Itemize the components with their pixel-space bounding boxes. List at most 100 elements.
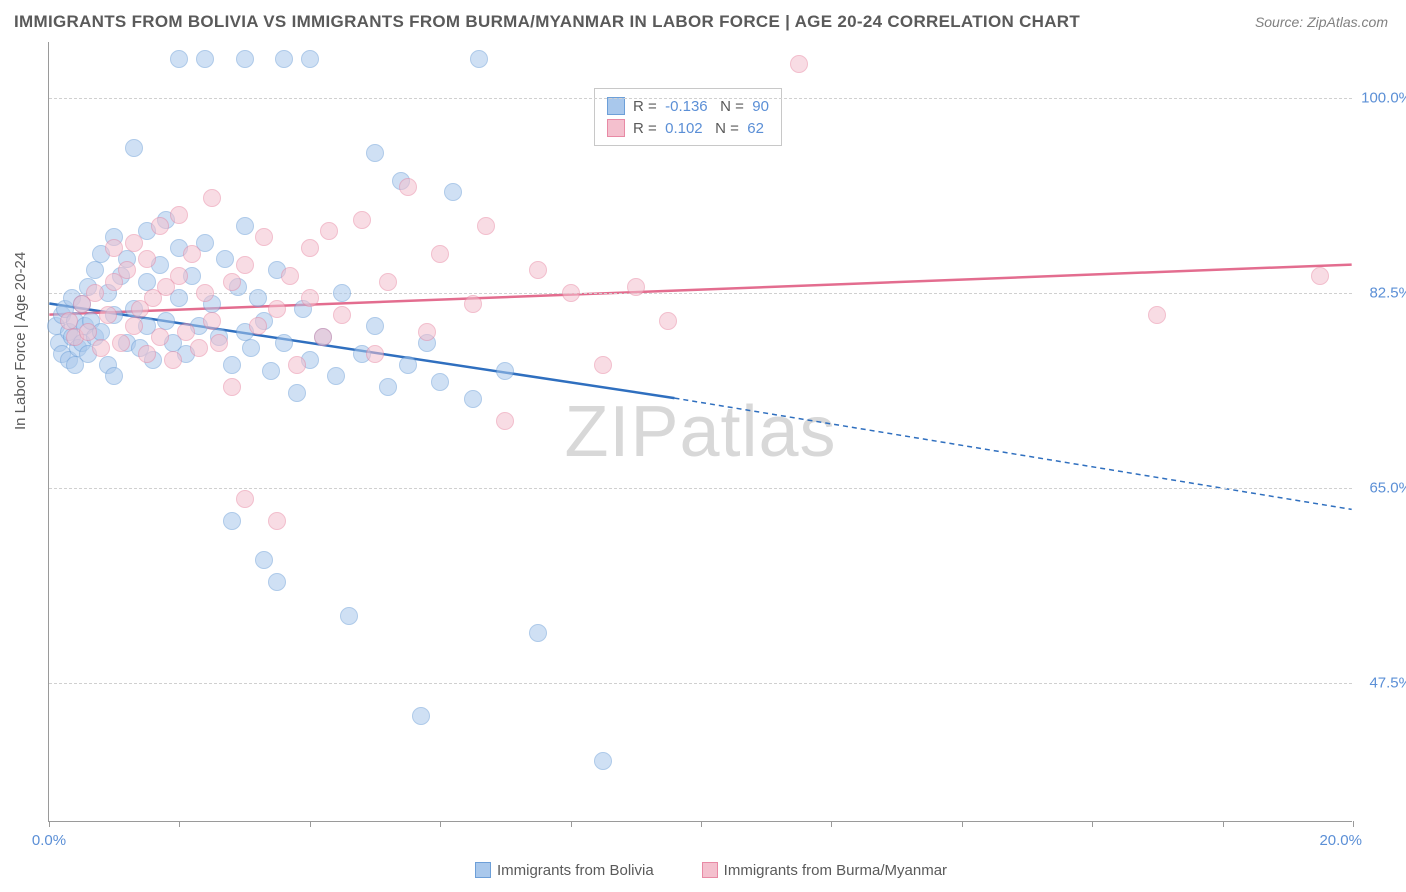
data-point bbox=[333, 284, 351, 302]
data-point bbox=[477, 217, 495, 235]
data-point bbox=[170, 267, 188, 285]
legend-swatch bbox=[702, 862, 718, 878]
data-point bbox=[170, 50, 188, 68]
data-point bbox=[594, 752, 612, 770]
data-point bbox=[196, 50, 214, 68]
legend-swatch bbox=[607, 97, 625, 115]
data-point bbox=[288, 384, 306, 402]
data-point bbox=[496, 362, 514, 380]
data-point bbox=[268, 573, 286, 591]
data-point bbox=[210, 334, 228, 352]
data-point bbox=[379, 273, 397, 291]
data-point bbox=[60, 312, 78, 330]
x-tick bbox=[571, 821, 572, 827]
data-point bbox=[203, 189, 221, 207]
data-point bbox=[464, 390, 482, 408]
data-point bbox=[86, 284, 104, 302]
x-tick bbox=[1353, 821, 1354, 827]
gridline bbox=[49, 98, 1352, 99]
data-point bbox=[431, 373, 449, 391]
data-point bbox=[190, 339, 208, 357]
data-point bbox=[301, 50, 319, 68]
data-point bbox=[431, 245, 449, 263]
data-point bbox=[125, 234, 143, 252]
data-point bbox=[223, 273, 241, 291]
data-point bbox=[151, 217, 169, 235]
data-point bbox=[412, 707, 430, 725]
data-point bbox=[340, 607, 358, 625]
data-point bbox=[444, 183, 462, 201]
data-point bbox=[301, 239, 319, 257]
data-point bbox=[183, 245, 201, 263]
data-point bbox=[242, 339, 260, 357]
y-axis-label: In Labor Force | Age 20-24 bbox=[12, 252, 29, 430]
legend-stats: R = -0.136 N = 90 bbox=[633, 98, 769, 115]
data-point bbox=[138, 250, 156, 268]
data-point bbox=[301, 289, 319, 307]
data-point bbox=[236, 256, 254, 274]
data-point bbox=[594, 356, 612, 374]
data-point bbox=[659, 312, 677, 330]
series-legend: Immigrants from BoliviaImmigrants from B… bbox=[0, 862, 1406, 883]
x-tick-label: 20.0% bbox=[1319, 832, 1362, 849]
chart-title: IMMIGRANTS FROM BOLIVIA VS IMMIGRANTS FR… bbox=[14, 12, 1080, 32]
data-point bbox=[138, 345, 156, 363]
data-point bbox=[249, 317, 267, 335]
data-point bbox=[379, 378, 397, 396]
data-point bbox=[288, 356, 306, 374]
y-tick-label: 82.5% bbox=[1369, 284, 1406, 301]
data-point bbox=[79, 323, 97, 341]
legend-row: R = 0.102 N = 62 bbox=[607, 117, 769, 139]
data-point bbox=[196, 284, 214, 302]
data-point bbox=[399, 178, 417, 196]
data-point bbox=[496, 412, 514, 430]
data-point bbox=[236, 50, 254, 68]
data-point bbox=[399, 356, 417, 374]
data-point bbox=[216, 250, 234, 268]
legend-item: Immigrants from Bolivia bbox=[459, 862, 654, 879]
data-point bbox=[223, 378, 241, 396]
data-point bbox=[92, 339, 110, 357]
data-point bbox=[249, 289, 267, 307]
y-tick-label: 47.5% bbox=[1369, 674, 1406, 691]
data-point bbox=[1311, 267, 1329, 285]
data-point bbox=[327, 367, 345, 385]
data-point bbox=[562, 284, 580, 302]
data-point bbox=[627, 278, 645, 296]
x-tick-label: 0.0% bbox=[32, 832, 66, 849]
data-point bbox=[464, 295, 482, 313]
data-point bbox=[125, 317, 143, 335]
chart-container: IMMIGRANTS FROM BOLIVIA VS IMMIGRANTS FR… bbox=[0, 0, 1406, 892]
data-point bbox=[118, 261, 136, 279]
gridline bbox=[49, 683, 1352, 684]
x-tick bbox=[831, 821, 832, 827]
data-point bbox=[1148, 306, 1166, 324]
legend-swatch bbox=[475, 862, 491, 878]
data-point bbox=[275, 50, 293, 68]
x-tick bbox=[962, 821, 963, 827]
legend-swatch bbox=[607, 119, 625, 137]
data-point bbox=[320, 222, 338, 240]
data-point bbox=[223, 512, 241, 530]
data-point bbox=[236, 217, 254, 235]
data-point bbox=[262, 362, 280, 380]
data-point bbox=[314, 328, 332, 346]
y-tick-label: 65.0% bbox=[1369, 479, 1406, 496]
watermark: ZIPatlas bbox=[564, 391, 836, 473]
data-point bbox=[418, 323, 436, 341]
data-point bbox=[138, 273, 156, 291]
data-point bbox=[790, 55, 808, 73]
data-point bbox=[366, 317, 384, 335]
data-point bbox=[268, 300, 286, 318]
data-point bbox=[366, 345, 384, 363]
data-point bbox=[99, 306, 117, 324]
data-point bbox=[164, 351, 182, 369]
data-point bbox=[281, 267, 299, 285]
data-point bbox=[86, 261, 104, 279]
correlation-legend: R = -0.136 N = 90 R = 0.102 N = 62 bbox=[594, 88, 782, 146]
data-point bbox=[333, 306, 351, 324]
data-point bbox=[223, 356, 241, 374]
x-tick bbox=[1092, 821, 1093, 827]
data-point bbox=[105, 367, 123, 385]
data-point bbox=[203, 312, 221, 330]
